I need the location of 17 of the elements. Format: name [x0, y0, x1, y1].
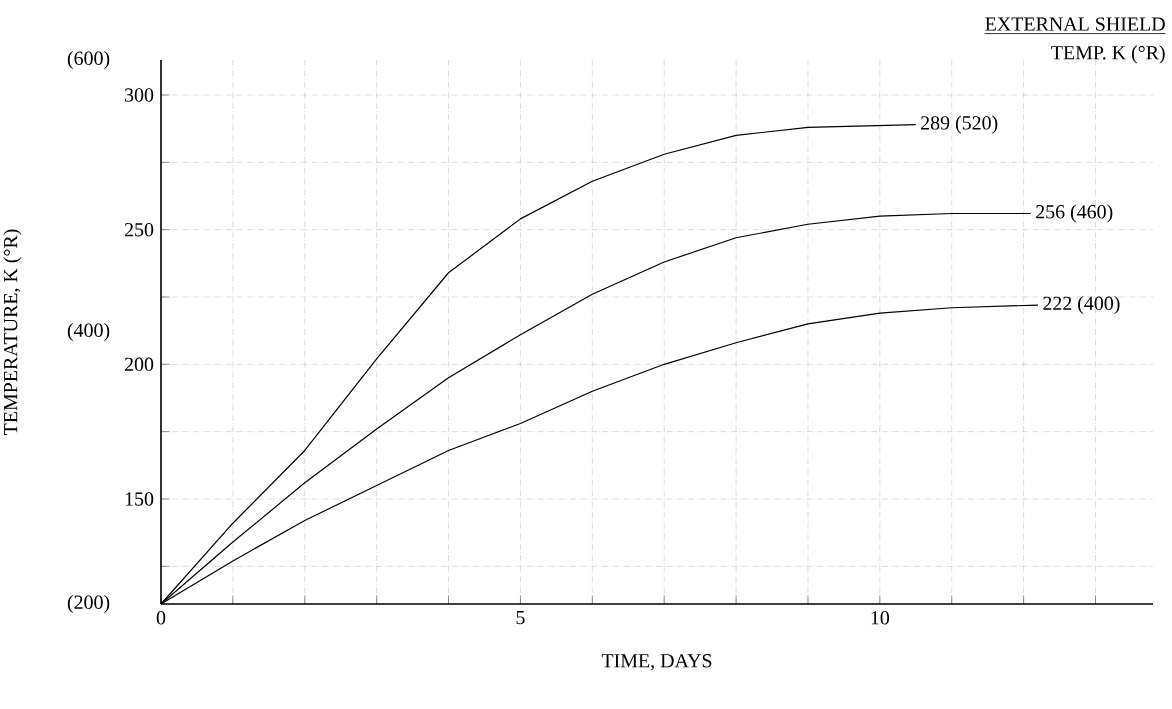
text: EXTERNAL SHIELD	[985, 17, 1165, 31]
annotation: 222 (400)	[1043, 296, 1120, 315]
x-tick-label: 0	[156, 611, 166, 625]
y2-tick-label: (600)	[67, 50, 110, 70]
x-tick-label: 5	[516, 611, 525, 625]
annotation: 289 (520)	[921, 115, 998, 134]
y2-axis-title: TEMPERATURE, K (°R)	[3, 229, 22, 435]
y-tick-label: 200	[124, 357, 154, 372]
annotation: TEMP. K (°R)	[1051, 45, 1165, 64]
y2-tick-label: (400)	[67, 322, 110, 342]
x-axis-title: TIME, DAYS	[601, 654, 712, 671]
x-tick-label: 10	[871, 611, 890, 625]
y-tick-label: 300	[125, 88, 154, 102]
y-tick-label: 150	[125, 492, 154, 506]
annotation: 256 (460)	[1036, 204, 1113, 223]
y-tick-label: 250	[124, 222, 154, 237]
y2-tick-label: (200)	[67, 594, 110, 614]
